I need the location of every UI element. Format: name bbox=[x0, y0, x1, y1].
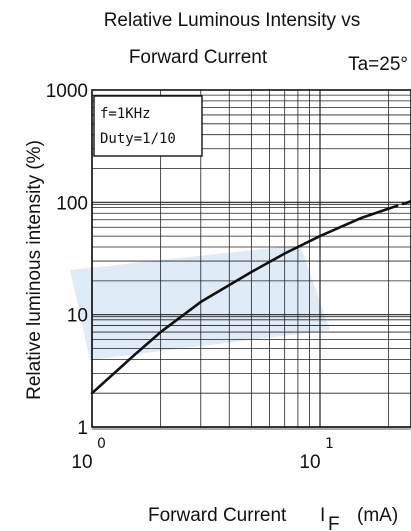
y-tick-label: 10 bbox=[67, 306, 88, 327]
annotation-duty: Duty=1/10 bbox=[100, 131, 176, 147]
x-tick-exponent: 1 bbox=[325, 436, 334, 452]
annotation-box: f=1KHz Duty=1/10 bbox=[93, 95, 203, 157]
series-group bbox=[90, 199, 411, 395]
y-axis-label: Relative luminous intensity (%) bbox=[24, 140, 45, 400]
annotation-frequency: f=1KHz bbox=[100, 106, 151, 122]
x-axis-label-unit: (mA) bbox=[357, 505, 398, 526]
plot-frame bbox=[91, 89, 411, 428]
x-tick-exponent: 0 bbox=[97, 436, 106, 452]
y-tick-label: 1000 bbox=[46, 81, 88, 102]
x-axis-label-symbol: I bbox=[320, 505, 325, 526]
chart-title-line2: Forward Current bbox=[129, 47, 268, 68]
x-axis-label-subscript: F bbox=[328, 514, 340, 531]
chart-title-line1: Relative Luminous Intensity vs bbox=[104, 10, 361, 31]
x-axis-label: Forward Current I F (mA) bbox=[148, 505, 398, 531]
x-tick-label: 10 bbox=[299, 452, 320, 473]
x-tick-label: 10 bbox=[71, 452, 92, 473]
x-axis-label-main: Forward Current bbox=[148, 505, 287, 526]
tick-labels: 1101001000100101102 bbox=[46, 81, 334, 473]
condition-label: Ta=25° bbox=[348, 54, 408, 75]
y-tick-label: 100 bbox=[56, 193, 88, 214]
series-line-solid bbox=[90, 207, 390, 395]
y-tick-label: 1 bbox=[77, 418, 88, 439]
